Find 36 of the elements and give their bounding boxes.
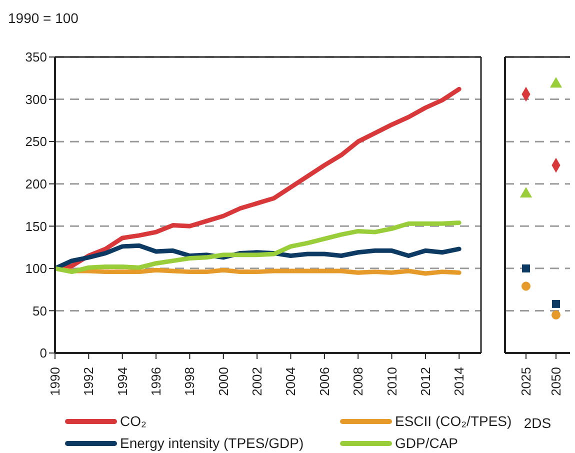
x-tick-label: 1996 — [148, 367, 164, 396]
point — [522, 264, 530, 272]
x-tick-label: 2008 — [350, 367, 366, 396]
x-tick-label: 1998 — [182, 367, 198, 396]
x-tick-label: 1990 — [48, 367, 62, 396]
legend-label: CO₂ — [120, 413, 146, 429]
y-tick-label: 250 — [25, 134, 47, 150]
line-series — [55, 220, 462, 274]
y-tick-label: 0 — [40, 346, 47, 361]
y-tick-label: 350 — [25, 50, 47, 65]
y-tick-label: 150 — [25, 218, 47, 234]
x-tick-label: 2025 — [518, 367, 534, 396]
legend-label: GDP/CAP — [395, 435, 458, 451]
x-tick-label: 2004 — [283, 367, 298, 396]
x-tick-label: 2050 — [548, 367, 564, 396]
point — [551, 310, 561, 320]
x-tick-label: 2014 — [452, 367, 467, 396]
x-tick-label: 1992 — [81, 367, 96, 396]
y-tick-label: 50 — [32, 303, 47, 318]
point — [520, 186, 532, 198]
x-axis-title: 2DS — [524, 415, 552, 431]
y-axis-title: 1990 = 100 — [8, 10, 78, 26]
x-tick-label: 2010 — [384, 367, 400, 396]
y-tick-label: 300 — [25, 92, 47, 107]
x-tick-label: 2000 — [216, 367, 231, 396]
x-tick-label: 2006 — [316, 367, 332, 396]
point — [521, 282, 531, 291]
legend-label: Energy intensity (TPES/GDP) — [120, 435, 304, 451]
x-tick-label: 1994 — [114, 367, 130, 396]
point — [552, 300, 560, 308]
y-tick-label: 200 — [25, 176, 47, 192]
point — [550, 77, 562, 88]
x-tick-label: 2002 — [250, 367, 265, 396]
legend-label: ESCII (CO₂/TPES) — [395, 413, 512, 429]
x-tick-label: 2012 — [418, 367, 433, 396]
y-tick-label: 100 — [25, 261, 47, 276]
